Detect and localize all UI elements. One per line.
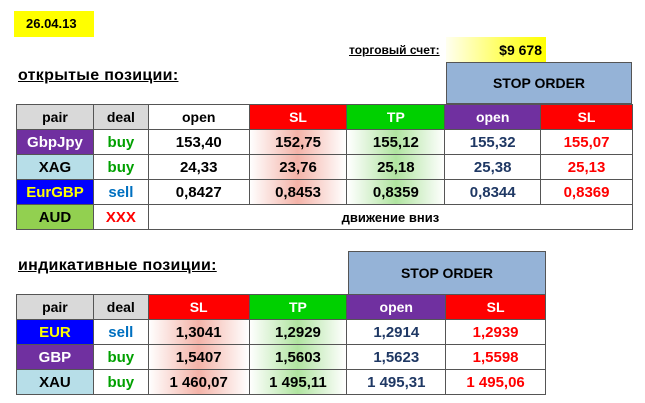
open-positions-table: pair deal open SL TP open SL GbpJpy buy … — [16, 104, 634, 230]
stop-order-header-indicative: STOP ORDER — [348, 251, 546, 295]
col-header-pair: pair — [16, 294, 94, 320]
pair-cell: AUD — [16, 204, 94, 230]
tp-cell: 0,8359 — [346, 179, 446, 205]
account-value: $9 678 — [446, 37, 546, 63]
pair-cell: EUR — [16, 319, 94, 345]
table-row: GBP buy 1,5407 1,5603 1,5623 1,5598 — [16, 344, 546, 370]
col-header-pair: pair — [16, 104, 94, 130]
pair-cell: EurGBP — [16, 179, 94, 205]
col-header-so-open: open — [346, 294, 447, 320]
sl-cell: 1 460,07 — [147, 369, 250, 395]
pair-cell: GbpJpy — [16, 129, 94, 155]
deal-cell: buy — [92, 369, 149, 395]
indicative-positions-title: индикативные позиции: — [18, 257, 217, 274]
col-header-deal: deal — [92, 294, 149, 320]
pair-cell: XAU — [16, 369, 94, 395]
note-cell: движение вниз — [147, 204, 634, 230]
so-sl-cell: 155,07 — [540, 129, 633, 155]
so-open-cell: 25,38 — [444, 154, 542, 180]
table-header-row: pair deal open SL TP open SL — [16, 104, 633, 130]
sl-cell: 23,76 — [248, 154, 348, 180]
deal-cell: buy — [92, 129, 149, 155]
table-row: GbpJpy buy 153,40 152,75 155,12 155,32 1… — [16, 129, 633, 155]
deal-cell: sell — [92, 179, 149, 205]
col-header-so-open: open — [444, 104, 542, 130]
so-open-cell: 1,5623 — [346, 344, 447, 370]
tp-cell: 1,5603 — [248, 344, 348, 370]
col-header-sl: SL — [147, 294, 250, 320]
table-row: EurGBP sell 0,8427 0,8453 0,8359 0,8344 … — [16, 179, 633, 205]
stop-order-header-open: STOP ORDER — [446, 62, 632, 104]
so-open-cell: 1 495,31 — [346, 369, 447, 395]
so-sl-cell: 25,13 — [540, 154, 633, 180]
so-sl-cell: 1,2939 — [445, 319, 546, 345]
so-open-cell: 155,32 — [444, 129, 542, 155]
so-sl-cell: 1,5598 — [445, 344, 546, 370]
sl-cell: 1,5407 — [147, 344, 250, 370]
indicative-positions-table: pair deal SL TP open SL EUR sell 1,3041 … — [16, 294, 546, 395]
tp-cell: 25,18 — [346, 154, 446, 180]
sl-cell: 0,8453 — [248, 179, 348, 205]
table-row: XAG buy 24,33 23,76 25,18 25,38 25,13 — [16, 154, 633, 180]
pair-cell: XAG — [16, 154, 94, 180]
date-badge: 26.04.13 — [14, 11, 94, 37]
open-cell: 153,40 — [147, 129, 250, 155]
tp-cell: 1 495,11 — [248, 369, 348, 395]
so-open-cell: 1,2914 — [346, 319, 447, 345]
col-header-deal: deal — [92, 104, 149, 130]
table-row: EUR sell 1,3041 1,2929 1,2914 1,2939 — [16, 319, 546, 345]
so-sl-cell: 1 495,06 — [445, 369, 546, 395]
open-cell: 0,8427 — [147, 179, 250, 205]
pair-cell: GBP — [16, 344, 94, 370]
table-row: XAU buy 1 460,07 1 495,11 1 495,31 1 495… — [16, 369, 546, 395]
so-sl-cell: 0,8369 — [540, 179, 633, 205]
sl-cell: 152,75 — [248, 129, 348, 155]
col-header-so-sl: SL — [540, 104, 633, 130]
tp-cell: 155,12 — [346, 129, 446, 155]
open-positions-title: открытые позиции: — [18, 67, 179, 84]
col-header-so-sl: SL — [445, 294, 546, 320]
col-header-open: open — [147, 104, 250, 130]
deal-cell: buy — [92, 154, 149, 180]
account-label: торговый счет: — [349, 43, 440, 57]
so-open-cell: 0,8344 — [444, 179, 542, 205]
deal-cell: sell — [92, 319, 149, 345]
open-cell: 24,33 — [147, 154, 250, 180]
col-header-tp: TP — [248, 294, 348, 320]
table-header-row: pair deal SL TP open SL — [16, 294, 546, 320]
sl-cell: 1,3041 — [147, 319, 250, 345]
col-header-sl: SL — [248, 104, 348, 130]
table-row: AUD XXX движение вниз — [16, 204, 634, 230]
deal-cell: XXX — [92, 204, 149, 230]
col-header-tp: TP — [346, 104, 446, 130]
deal-cell: buy — [92, 344, 149, 370]
tp-cell: 1,2929 — [248, 319, 348, 345]
